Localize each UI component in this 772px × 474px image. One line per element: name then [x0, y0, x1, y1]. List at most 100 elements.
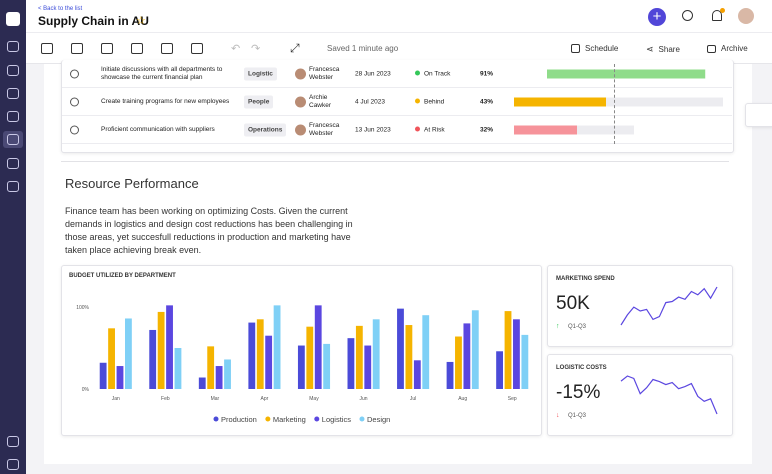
text-tool[interactable]: [41, 43, 53, 54]
expand[interactable]: ⤢: [290, 41, 300, 55]
bar: [405, 325, 413, 389]
y-tick-label: 100%: [76, 305, 89, 311]
user-avatar[interactable]: [738, 8, 754, 24]
icon: [571, 44, 580, 53]
redo[interactable]: ↷: [251, 43, 261, 55]
nav-icon[interactable]: [7, 459, 19, 470]
kpi-period: Q1-Q3: [568, 413, 587, 419]
task-name: Proficient communication with suppliers: [101, 125, 215, 133]
kpi-arrow: ↑: [556, 323, 560, 330]
task-name: Initiate discussions with all department…: [101, 65, 223, 81]
nav-icon[interactable]: [7, 111, 19, 122]
gantt-track: [514, 97, 723, 106]
legend-dot: [359, 416, 365, 422]
legend-dot: [314, 416, 320, 422]
owner-name: Francesca Webster: [309, 121, 340, 137]
add-button[interactable]: +: [648, 8, 666, 26]
search-icon[interactable]: [682, 10, 693, 21]
progress: 43%: [480, 98, 494, 105]
x-tick-label: Aug: [458, 396, 467, 402]
bar: [174, 348, 182, 389]
status-dot: [415, 98, 420, 103]
sparkline: [620, 286, 718, 326]
nav-icon[interactable]: [7, 181, 19, 192]
owner-avatar: [295, 96, 306, 107]
nav-icon[interactable]: [7, 88, 19, 99]
kpi-card: [547, 265, 733, 347]
legend-dot: [213, 416, 219, 422]
section-text: Finance team has been working on optimiz…: [65, 206, 353, 255]
kpi-period: Q1-Q3: [568, 324, 587, 330]
notification-dot: [720, 8, 725, 13]
bar: [224, 359, 231, 389]
bell-icon[interactable]: [712, 10, 722, 21]
bar: [157, 311, 165, 389]
table-row: Proficient communication with suppliers O…: [62, 116, 732, 144]
progress: 91%: [480, 70, 494, 77]
star-icon[interactable]: ☆: [136, 15, 146, 27]
archive-button[interactable]: Archive: [707, 44, 748, 53]
nav-icon[interactable]: [7, 134, 19, 145]
bar: [306, 326, 314, 389]
legend-label: Production: [221, 415, 257, 424]
nav-icon[interactable]: [7, 41, 19, 52]
bar: [314, 305, 322, 389]
bar: [166, 305, 173, 389]
nav-icon[interactable]: [7, 158, 19, 169]
today-line: [614, 64, 615, 144]
widget-tool[interactable]: [131, 43, 143, 54]
status: Behind: [415, 98, 444, 105]
bar: [248, 322, 256, 389]
kpi-panel: MARKETING SPEND 50K ↑ Q1-Q3 LOGISTIC COSTS -1…: [556, 276, 718, 419]
image-tool[interactable]: [161, 43, 173, 54]
bar: [364, 345, 372, 389]
x-tick-label: Jan: [112, 396, 120, 402]
legend-dot: [265, 416, 271, 422]
bar: [397, 308, 404, 389]
due-date: 13 Jun 2023: [355, 126, 391, 133]
page-title: Supply Chain in AU: [38, 14, 149, 28]
align-tool[interactable]: [71, 43, 83, 54]
task-tag: Logistic: [244, 67, 277, 80]
icon: ⋖: [646, 44, 654, 54]
bar: [149, 329, 157, 389]
x-tick-label: May: [309, 396, 319, 402]
row-icon: [70, 69, 79, 78]
row-icon: [70, 125, 79, 134]
bar: [215, 366, 223, 389]
owner-name: Francesca Webster: [309, 65, 340, 81]
bar: [413, 360, 421, 389]
table-tool[interactable]: [101, 43, 113, 54]
legend-label: Marketing: [273, 415, 306, 424]
label: Schedule: [585, 44, 619, 53]
bar: [504, 311, 512, 389]
kpi-value: 50K: [556, 293, 590, 314]
bar: [471, 310, 479, 389]
header: < Back to the list Supply Chain in AU ☆ …: [26, 0, 772, 64]
bar: [513, 319, 520, 389]
bar: [265, 335, 273, 389]
comments-tab[interactable]: [745, 103, 772, 127]
bar: [256, 319, 264, 389]
x-tick-label: Jul: [410, 396, 416, 402]
y-tick-label: 0%: [82, 387, 90, 393]
progress: 32%: [480, 126, 494, 133]
x-tick-label: Jun: [360, 396, 368, 402]
gantt-bar: [514, 97, 606, 106]
back-link[interactable]: < Back to the list: [38, 6, 83, 12]
undo[interactable]: ↶: [231, 43, 241, 55]
chart-title: BUDGET UTILIZED BY DEPARTMENT: [69, 273, 176, 279]
logo[interactable]: [6, 12, 20, 26]
layout-tool[interactable]: [191, 43, 203, 54]
schedule-button[interactable]: Schedule: [571, 44, 618, 53]
owner-avatar: [295, 124, 306, 135]
status-label: At Risk: [424, 126, 445, 133]
nav-icon[interactable]: [7, 436, 19, 447]
share-button[interactable]: ⋖ Share: [646, 44, 680, 55]
nav-icon[interactable]: [7, 65, 19, 76]
x-tick-label: Feb: [161, 396, 170, 402]
legend-label: Logistics: [322, 415, 351, 424]
bar: [116, 366, 124, 389]
status-label: On Track: [424, 70, 451, 77]
